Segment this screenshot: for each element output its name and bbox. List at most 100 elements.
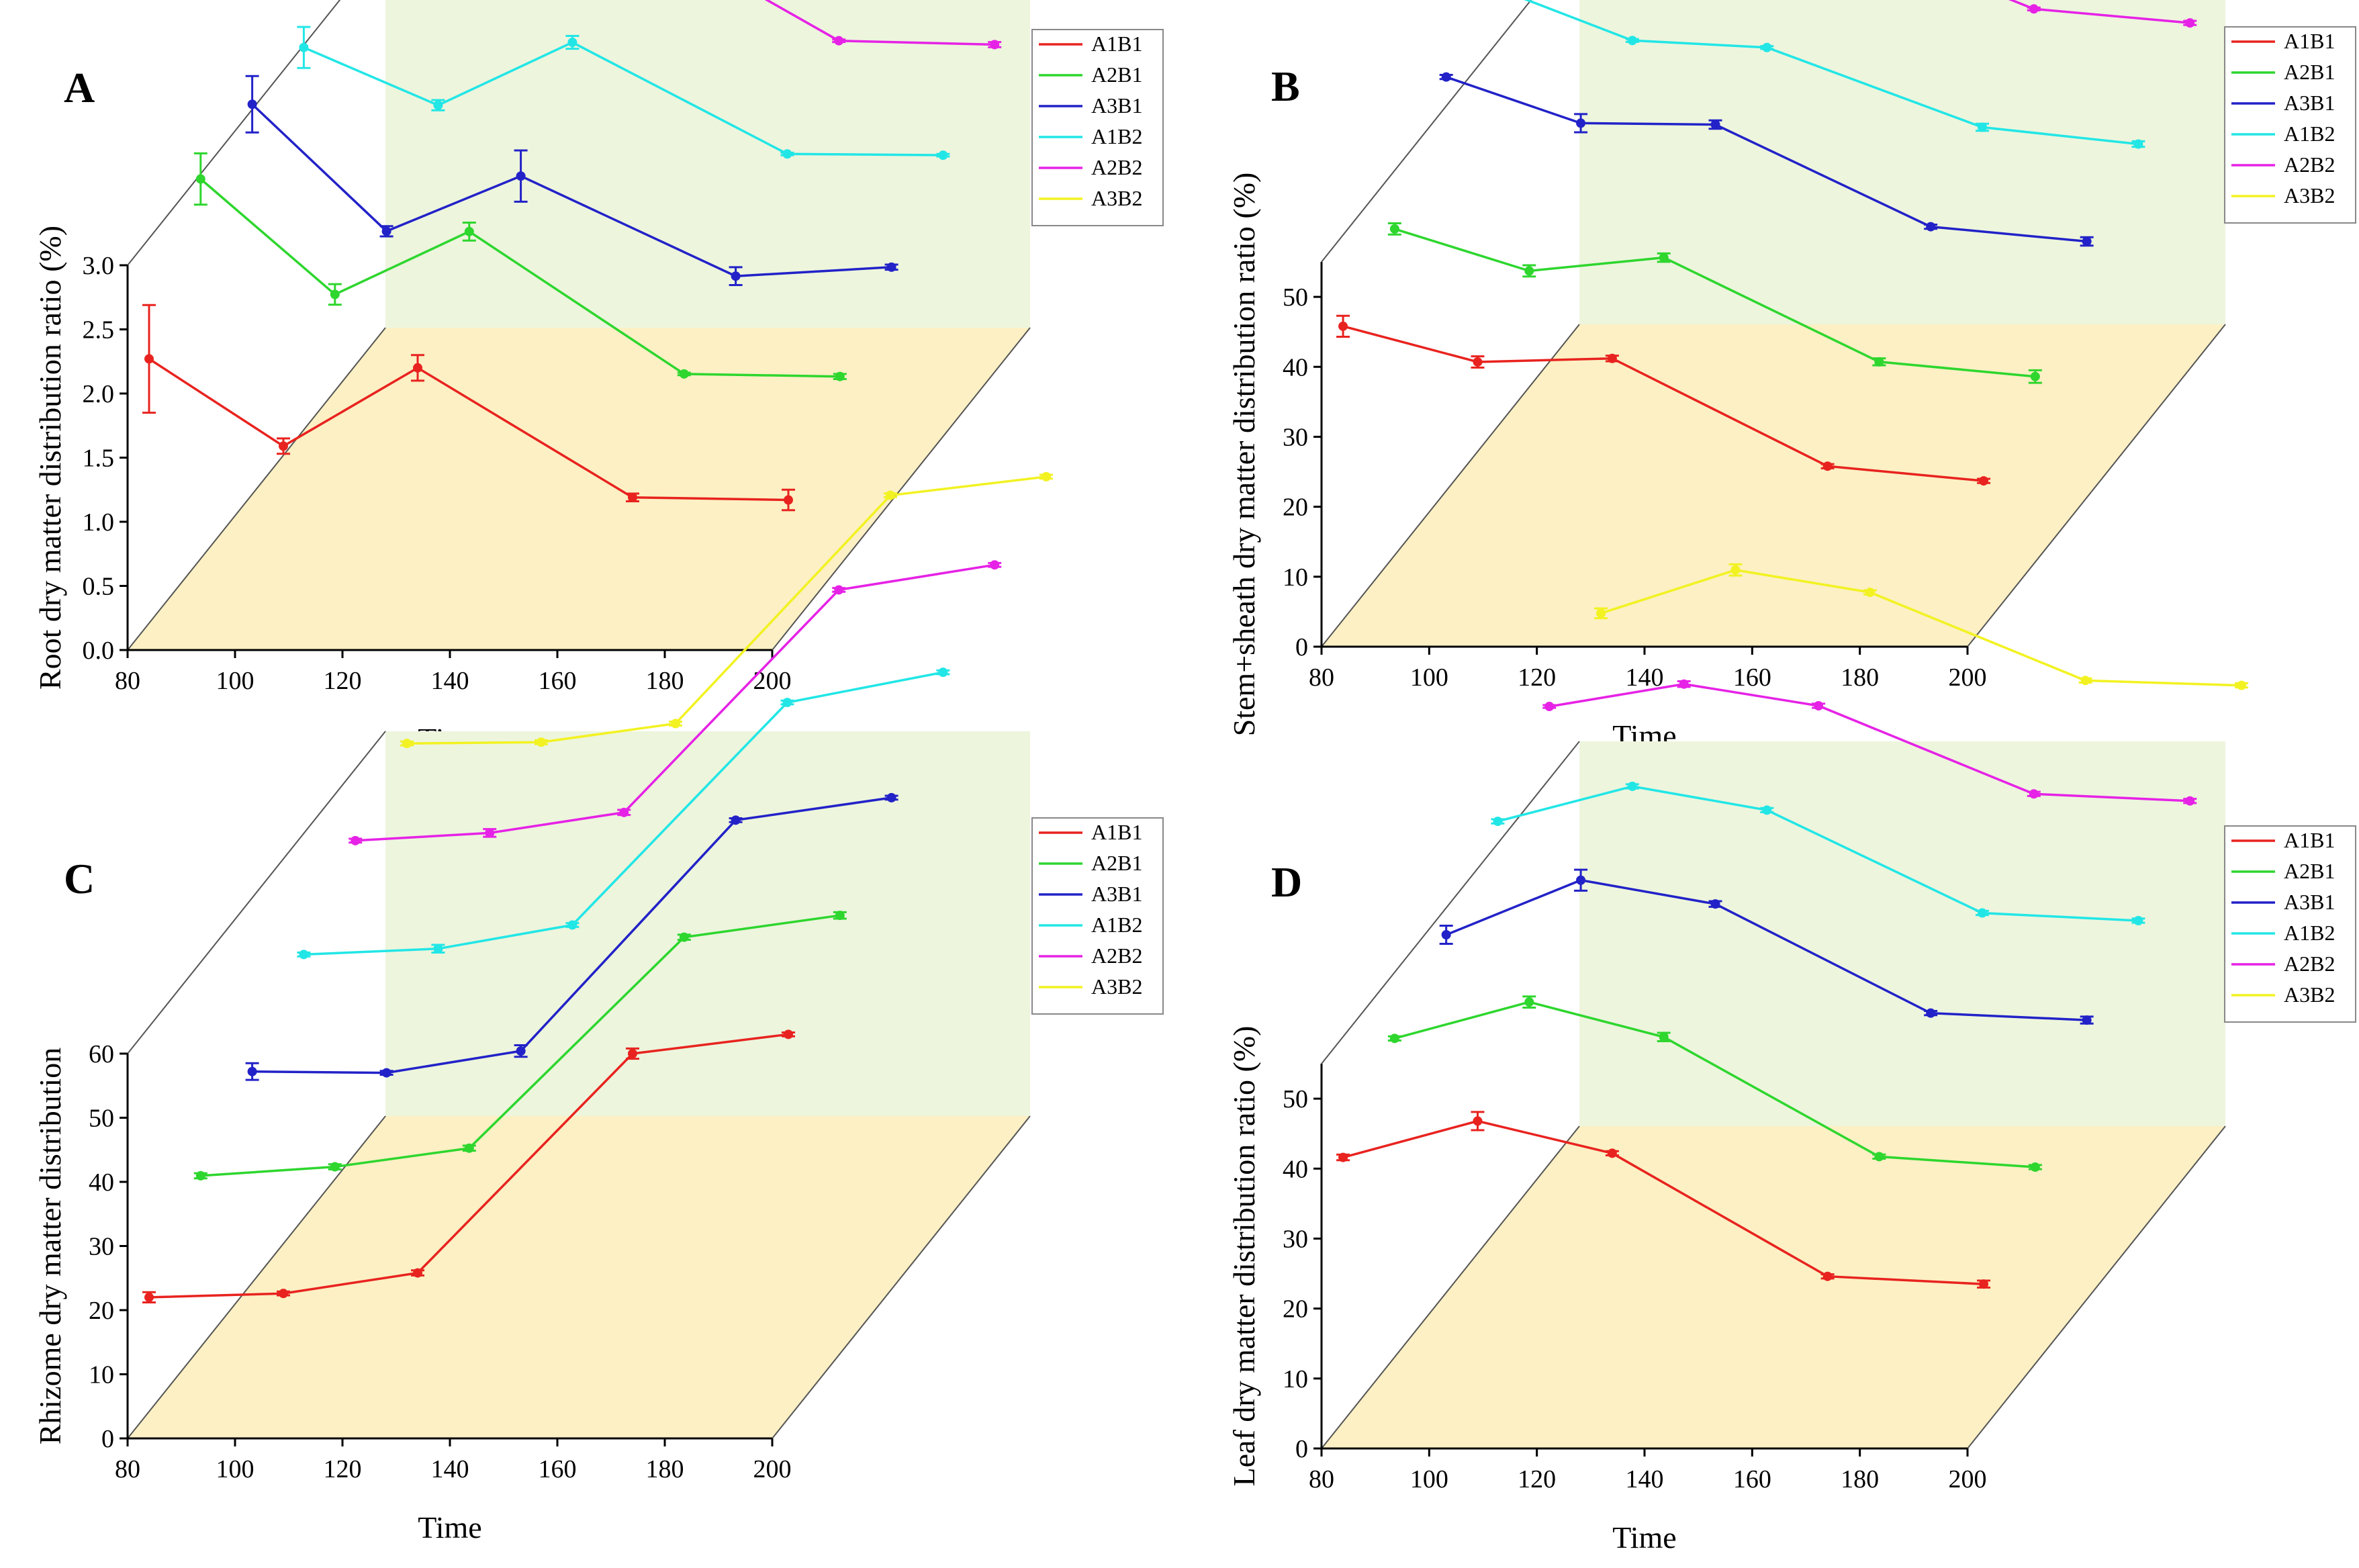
y-tick-label: 1.0: [83, 508, 115, 537]
legend-label: A1B1: [1091, 820, 1142, 844]
panel-letter: C: [64, 855, 95, 903]
x-tick-label: 120: [1518, 663, 1556, 692]
x-tick-label: 200: [1949, 663, 1987, 692]
legend-label: A3B2: [1091, 186, 1142, 210]
data-point: [1659, 252, 1669, 263]
data-point: [1338, 321, 1348, 331]
x-tick-label: 100: [1410, 1465, 1448, 1493]
legend-label: A2B2: [1091, 155, 1142, 179]
depth-edge-bottom: [127, 327, 386, 651]
data-point: [1576, 875, 1586, 885]
y-axis-title: Root dry matter distribution ratio (%): [33, 226, 67, 690]
depth-edge-right: [1967, 1125, 2226, 1449]
data-point: [1389, 224, 1399, 234]
data-point: [330, 1162, 340, 1172]
data-point: [2029, 4, 2039, 14]
data-point: [485, 828, 495, 838]
legend: A1B1 A2B1 A3B1 A1B2 A2B2 A3B2: [2224, 26, 2356, 224]
x-tick-label: 120: [1518, 1465, 1556, 1493]
y-tick-label: 10: [1283, 563, 1308, 592]
legend-label: A2B1: [1091, 62, 1142, 87]
data-point: [1865, 588, 1875, 598]
series-a2b2: [764, 0, 1002, 50]
legend: A1B1 A2B1 A3B1 A1B2 A2B2 A3B2: [1031, 817, 1164, 1015]
series-a1b1: [142, 1029, 795, 1304]
series-a1b2: [1491, 781, 2145, 926]
data-point: [671, 719, 680, 729]
series-a2b2: [349, 560, 1002, 845]
data-point: [2133, 916, 2143, 926]
legend-label: A3B2: [2284, 982, 2335, 1007]
y-tick-label: 1.5: [83, 445, 115, 473]
x-tick-label: 180: [1841, 663, 1879, 692]
depth-edge-right: [772, 327, 1031, 651]
panel-letter: D: [1271, 858, 1302, 906]
data-point: [938, 667, 948, 678]
legend-label: A1B1: [2284, 29, 2335, 53]
y-tick-label: 50: [1283, 283, 1308, 312]
data-point: [1473, 1116, 1483, 1126]
data-point: [413, 363, 422, 373]
series-a1b1: [142, 304, 795, 512]
series-a3b2: [1594, 563, 2249, 690]
data-point: [464, 226, 474, 236]
x-tick-label: 200: [1949, 1465, 1987, 1493]
legend-box: [1031, 817, 1164, 1015]
data-point: [1710, 899, 1720, 909]
data-point: [784, 495, 793, 505]
data-point: [1338, 1152, 1348, 1162]
legend-box: [2224, 825, 2356, 1023]
data-point: [2133, 139, 2143, 149]
data-point: [567, 920, 577, 930]
data-point: [351, 835, 361, 845]
data-point: [886, 490, 895, 500]
data-point: [433, 943, 443, 954]
data-point: [679, 369, 689, 379]
data-point: [464, 1143, 474, 1153]
data-point: [834, 585, 844, 595]
data-point: [279, 441, 288, 451]
y-tick-label: 0: [101, 1425, 114, 1453]
data-point: [1814, 701, 1824, 711]
series-a3b1: [245, 792, 898, 1081]
series-a1b1: [1336, 1111, 1991, 1289]
legend-label: A1B2: [1091, 124, 1142, 148]
data-point: [299, 950, 309, 960]
data-point: [834, 36, 844, 46]
legend-label: A2B2: [2284, 152, 2335, 177]
data-point: [1979, 476, 1989, 486]
data-point: [1926, 1008, 1936, 1018]
legend-label: A3B2: [2284, 183, 2335, 207]
data-point: [1822, 1271, 1833, 1281]
y-axis-title: Rhizome dry matter distribution: [33, 1048, 67, 1445]
y-tick-label: 20: [1283, 1295, 1308, 1324]
data-point: [1874, 1152, 1884, 1162]
data-point: [381, 226, 391, 236]
y-tick-label: 0.0: [83, 637, 115, 665]
data-point: [381, 1068, 391, 1078]
y-tick-label: 0: [1295, 633, 1308, 661]
data-point: [2080, 676, 2090, 686]
x-tick-label: 180: [646, 1455, 684, 1483]
x-tick-label: 140: [1626, 663, 1664, 692]
data-point: [330, 289, 340, 299]
series-a2b1: [193, 152, 847, 381]
data-point: [628, 492, 637, 502]
depth-edge-top: [1321, 0, 1532, 263]
data-point: [1977, 122, 1987, 132]
y-axis-title: Leaf dry matter distribution ratio (%): [1227, 1026, 1261, 1487]
x-tick-label: 160: [539, 1455, 577, 1483]
series-a2b1: [1387, 995, 2042, 1172]
data-point: [1679, 679, 1689, 689]
data-point: [1926, 222, 1936, 232]
data-point: [1473, 357, 1483, 367]
data-point: [1979, 1279, 1989, 1289]
data-point: [2082, 236, 2092, 246]
data-point: [1042, 471, 1051, 481]
series-a3b2: [400, 471, 1053, 749]
data-point: [2185, 796, 2195, 806]
x-tick-label: 140: [431, 667, 469, 695]
data-point: [1576, 118, 1586, 128]
data-point: [1874, 357, 1884, 367]
